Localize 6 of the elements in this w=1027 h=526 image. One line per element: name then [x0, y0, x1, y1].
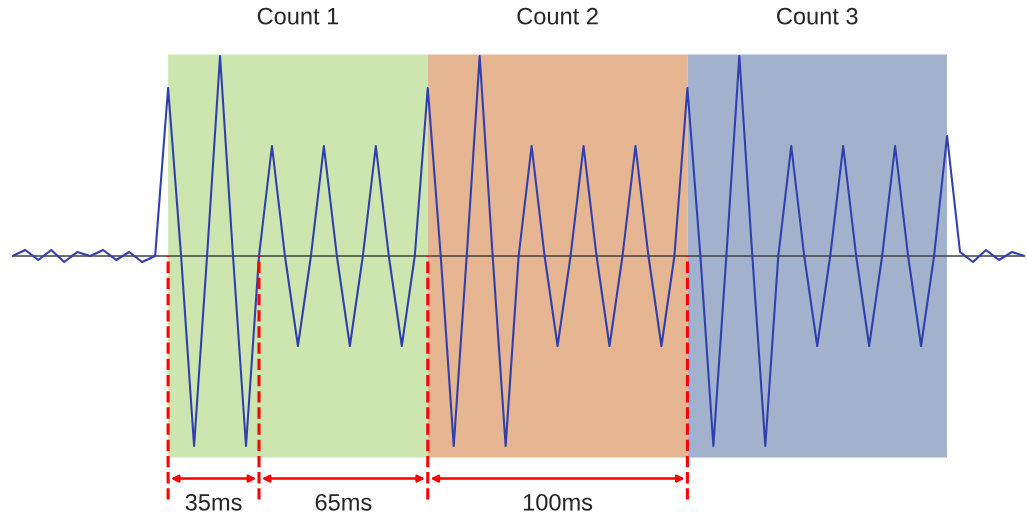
text: 65ms — [315, 493, 372, 511]
text: Count 2 — [517, 7, 598, 25]
text: Count 3 — [777, 7, 858, 25]
text: 35ms — [185, 493, 242, 511]
text: Count 1 — [257, 7, 339, 25]
text: 100ms — [523, 493, 593, 511]
